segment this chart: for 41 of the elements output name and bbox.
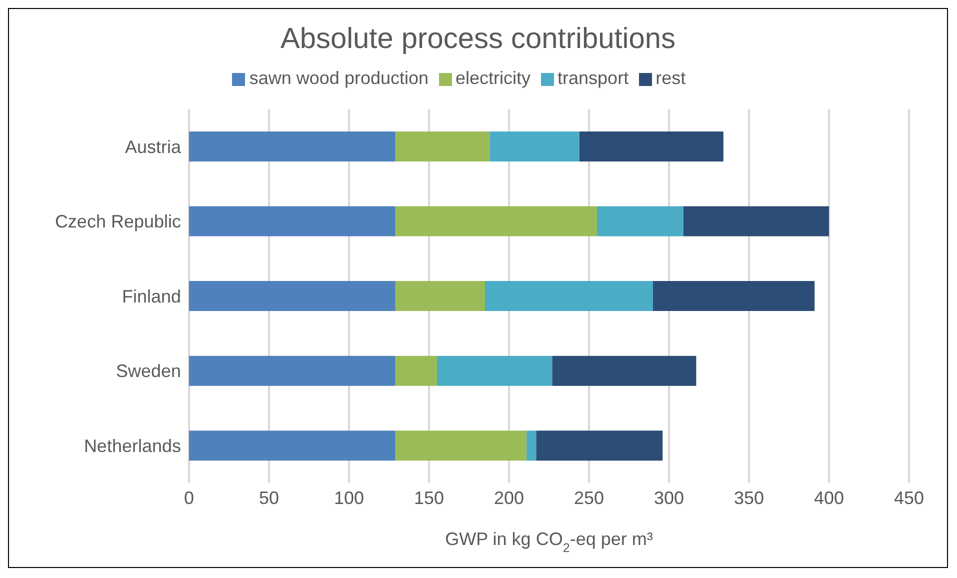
bar <box>189 281 396 312</box>
bar <box>189 206 396 236</box>
bar <box>597 206 684 236</box>
bar <box>490 131 580 162</box>
x-tick-label: 100 <box>334 488 364 508</box>
bar <box>395 430 527 461</box>
x-tick-label: 50 <box>258 488 280 508</box>
x-tick-label: 250 <box>574 488 604 508</box>
x-axis-title: GWP in kg CO$_{2}$-eq per m³ <box>445 529 653 555</box>
legend-label: electricity <box>456 68 531 88</box>
legend-label: rest <box>656 68 686 88</box>
bar <box>395 131 490 162</box>
x-tick-label: 300 <box>654 488 684 508</box>
bar <box>552 356 696 386</box>
bar <box>683 206 829 236</box>
bar <box>526 430 536 461</box>
bar <box>653 281 815 312</box>
x-tick-label: 200 <box>494 488 524 508</box>
x-tick-label: 0 <box>184 488 194 508</box>
legend-label: sawn wood production <box>249 68 429 88</box>
bar <box>485 281 653 312</box>
bar <box>579 131 724 162</box>
bar <box>189 430 396 461</box>
bar <box>395 356 437 386</box>
y-tick-label: Finland <box>122 286 181 306</box>
legend-label: transport <box>558 68 629 88</box>
y-tick-label: Sweden <box>116 361 181 382</box>
x-tick-label: 350 <box>734 488 764 508</box>
bar <box>536 430 663 461</box>
y-tick-label: Netherlands <box>84 436 181 456</box>
bar <box>189 131 396 162</box>
chart-title: Absolute process contributions <box>280 23 676 57</box>
x-tick-label: 400 <box>814 488 844 508</box>
bar <box>189 356 396 386</box>
x-tick-label: 150 <box>414 488 444 508</box>
bar <box>395 206 597 236</box>
y-tick-label: Austria <box>124 136 182 157</box>
bar <box>395 281 485 312</box>
bar <box>437 356 552 386</box>
y-tick-label: Czech Republic <box>54 212 181 232</box>
x-tick-label: 450 <box>894 488 924 508</box>
